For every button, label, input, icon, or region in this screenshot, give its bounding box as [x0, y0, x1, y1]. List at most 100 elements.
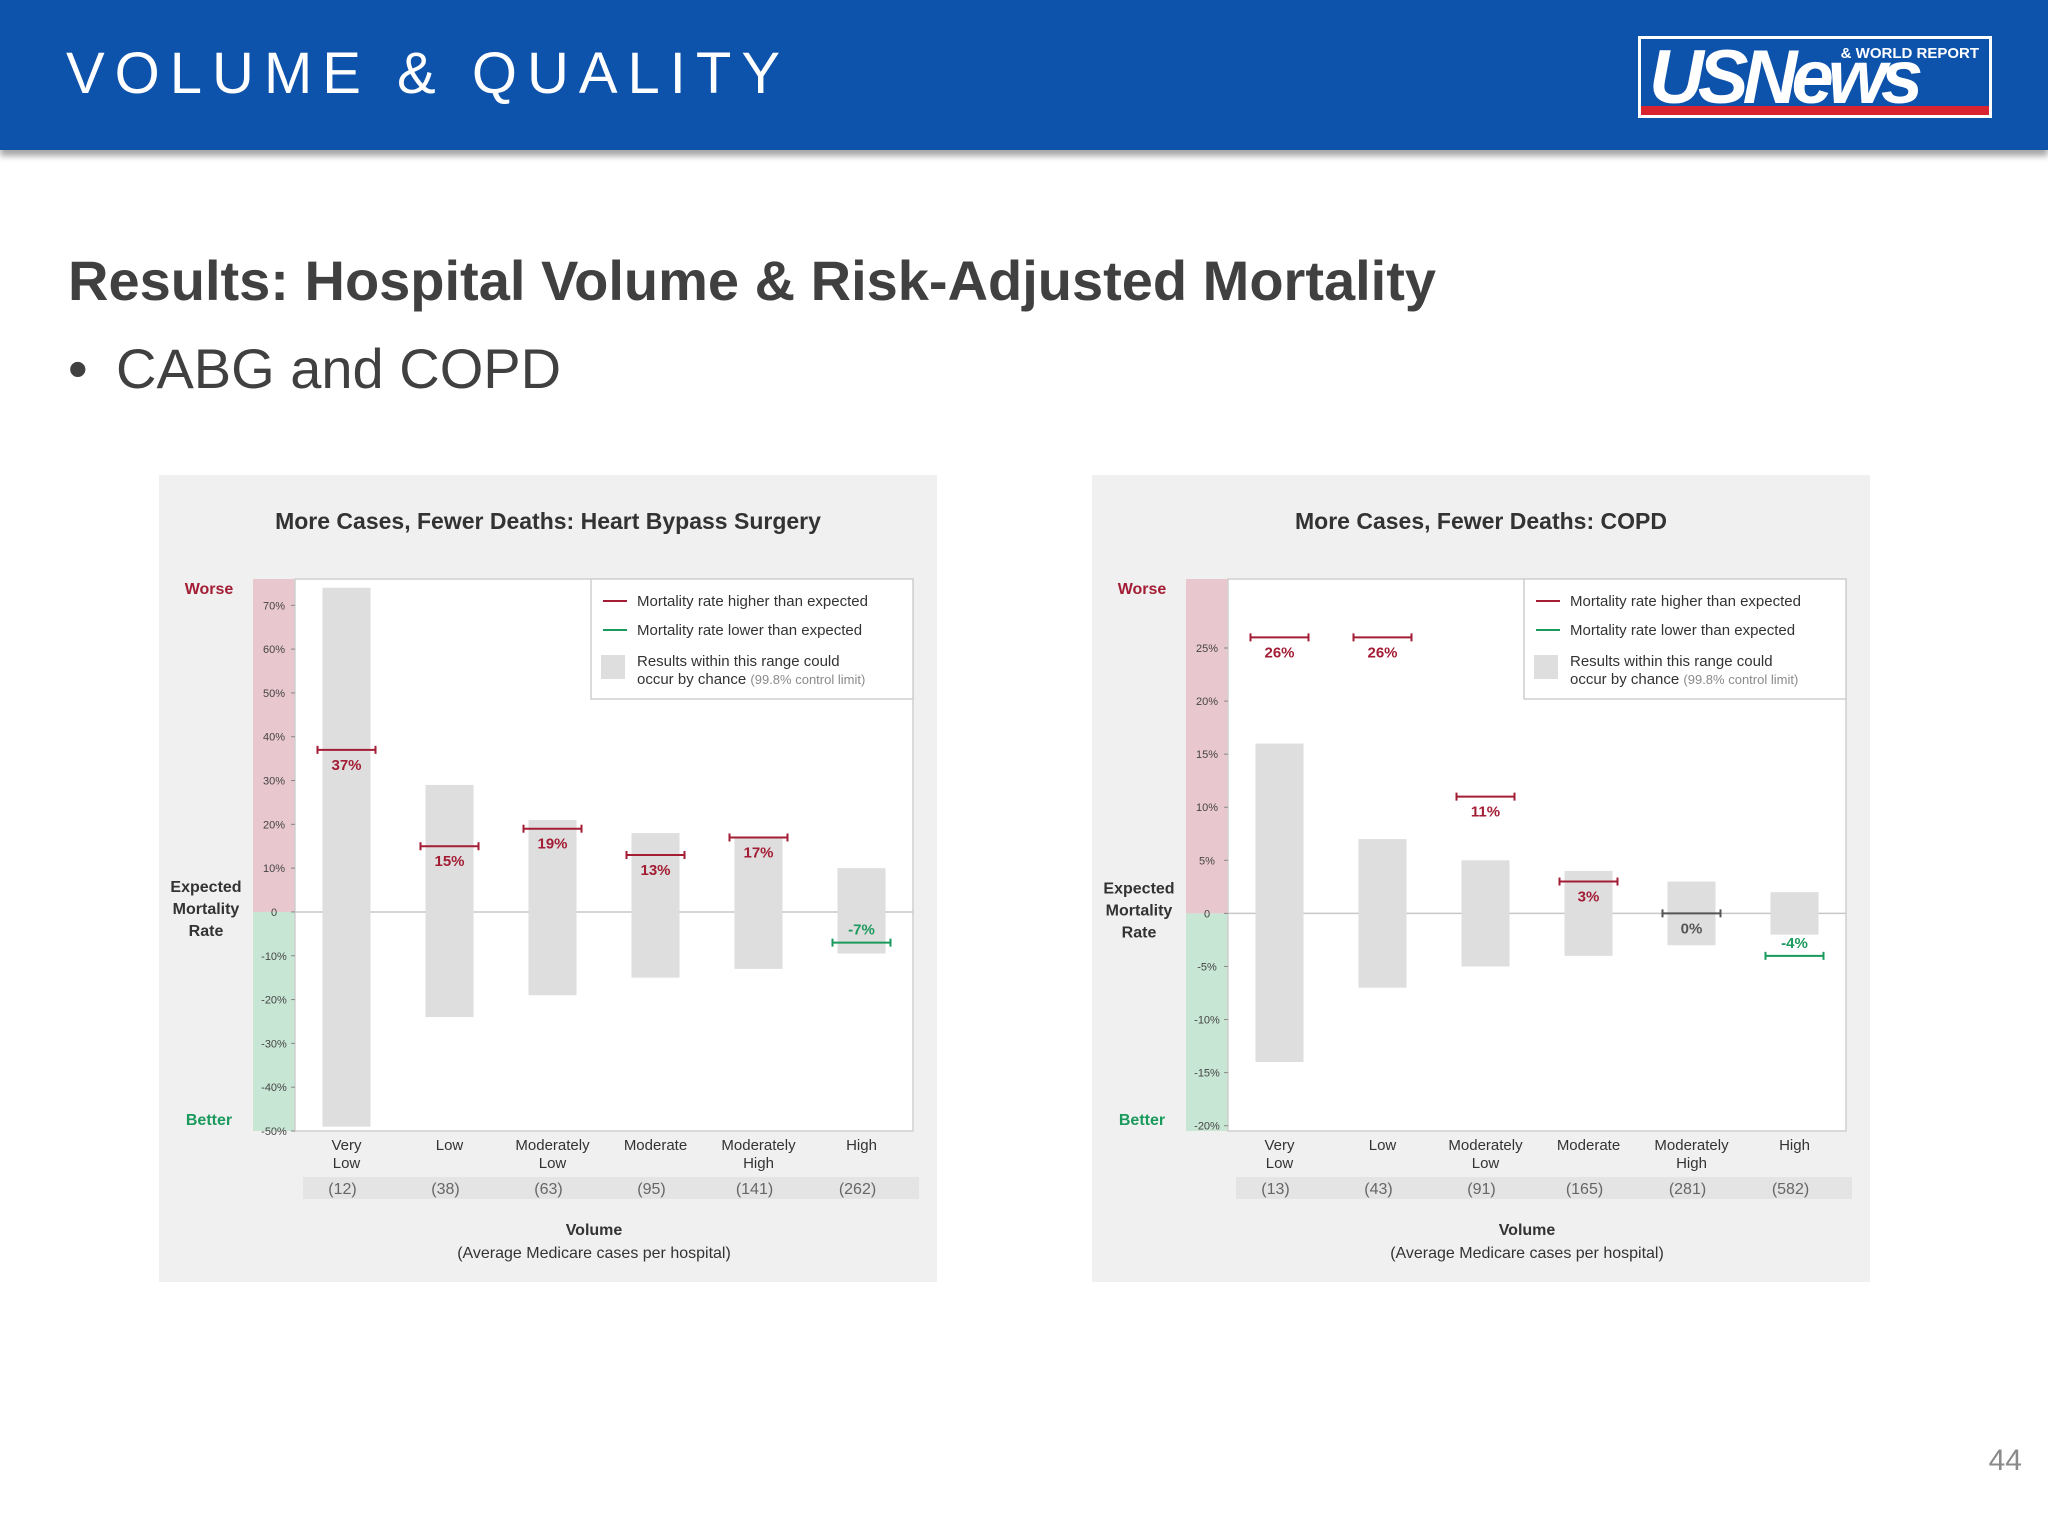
- y-tick-label: 0: [1204, 908, 1210, 920]
- worse-label: Worse: [1118, 581, 1167, 598]
- category-label: Low: [436, 1137, 464, 1154]
- category-label: High: [743, 1155, 774, 1172]
- logo-subtitle: & WORLD REPORT: [1840, 45, 1979, 62]
- page-number: 44: [1988, 1444, 2022, 1477]
- case-count: (262): [839, 1181, 876, 1198]
- legend-box: [1523, 578, 1847, 700]
- category-label: Very: [331, 1137, 362, 1154]
- data-label: 13%: [640, 862, 670, 879]
- control-range-bar: [322, 587, 371, 1127]
- header-bar: VOLUME & QUALITY USNews & WORLD REPORT: [0, 0, 2048, 150]
- y-tick-label: 15%: [1196, 749, 1218, 761]
- y-tick-label: -20%: [261, 995, 287, 1007]
- bullet-text: CABG and COPD: [116, 337, 562, 400]
- logo-red-stripe: [1641, 106, 1989, 115]
- bullet-marker: •: [68, 337, 88, 400]
- data-label: 19%: [537, 836, 567, 853]
- worse-band: [253, 579, 295, 912]
- category-label: High: [1676, 1155, 1707, 1172]
- data-label: 3%: [1578, 889, 1600, 906]
- category-label: Moderately: [721, 1137, 796, 1154]
- legend-range-label-2: occur by chance (99.8% control limit): [1570, 671, 1798, 688]
- category-label: Low: [1472, 1155, 1500, 1172]
- legend-range-label: Results within this range could: [1570, 653, 1773, 670]
- legend-range-note: (99.8% control limit): [1683, 672, 1798, 687]
- case-count: (43): [1364, 1181, 1392, 1198]
- data-label: 11%: [1471, 804, 1500, 821]
- category-label: High: [846, 1137, 877, 1154]
- y-tick-label: -50%: [261, 1126, 287, 1138]
- legend-range-label-2: occur by chance (99.8% control limit): [637, 671, 865, 688]
- data-label: 26%: [1264, 644, 1294, 661]
- legend-range-swatch: [601, 655, 625, 679]
- x-axis-sublabel: (Average Medicare cases per hospital): [1390, 1245, 1664, 1262]
- slide-title: Results: Hospital Volume & Risk-Adjusted…: [68, 249, 1437, 312]
- case-count: (12): [328, 1181, 356, 1198]
- category-label: Moderate: [1557, 1137, 1620, 1154]
- y-tick-label: -10%: [261, 951, 287, 963]
- control-range-bar: [1255, 743, 1304, 1062]
- count-strip: [1236, 1177, 1852, 1199]
- case-count: (141): [736, 1181, 773, 1198]
- category-label: Moderately: [515, 1137, 590, 1154]
- control-range-bar: [631, 833, 680, 978]
- y-tick-label: -20%: [1194, 1121, 1220, 1133]
- worse-band: [1186, 579, 1228, 914]
- case-count: (91): [1467, 1181, 1495, 1198]
- usnews-logo: USNews & WORLD REPORT: [1638, 36, 1992, 118]
- data-label: 26%: [1367, 644, 1397, 661]
- y-tick-label: 70%: [263, 600, 285, 612]
- chart-cabg: More Cases, Fewer Deaths: Heart Bypass S…: [170, 508, 919, 1262]
- control-range-bar: [734, 837, 783, 969]
- y-tick-label: -40%: [261, 1082, 287, 1094]
- chart-title: More Cases, Fewer Deaths: COPD: [1295, 508, 1667, 534]
- better-label: Better: [186, 1112, 232, 1129]
- y-tick-label: 30%: [263, 776, 285, 788]
- legend-higher-label: Mortality rate higher than expected: [1570, 593, 1801, 610]
- data-label: 37%: [331, 757, 361, 774]
- case-count: (281): [1669, 1181, 1706, 1198]
- y-tick-label: 50%: [263, 688, 285, 700]
- data-label: -4%: [1781, 935, 1808, 952]
- legend-lower-label: Mortality rate lower than expected: [637, 622, 862, 639]
- control-range-bar: [1358, 839, 1407, 988]
- legend-higher-label: Mortality rate higher than expected: [637, 593, 868, 610]
- legend-range-text: occur by chance: [637, 671, 750, 688]
- case-count: (63): [534, 1181, 562, 1198]
- better-band: [1186, 913, 1228, 1131]
- category-label: Low: [1369, 1137, 1397, 1154]
- y-tick-label: 60%: [263, 644, 285, 656]
- chart-panel-copd: More Cases, Fewer Deaths: COPD Worse Bette…: [1092, 475, 1870, 1282]
- category-label: Low: [333, 1155, 361, 1172]
- legend-range-label: Results within this range could: [637, 653, 840, 670]
- chart-panel-cabg: More Cases, Fewer Deaths: Heart Bypass S…: [159, 475, 937, 1282]
- y-tick-label: -10%: [1194, 1015, 1220, 1027]
- y-tick-label: -5%: [1197, 961, 1217, 973]
- legend-lower-label: Mortality rate lower than expected: [1570, 622, 1795, 639]
- chart-copd: More Cases, Fewer Deaths: COPD Worse Bette…: [1103, 508, 1852, 1262]
- bullet-item: • CABG and COPD: [68, 336, 561, 401]
- category-label: Low: [539, 1155, 567, 1172]
- y-tick-label: 20%: [263, 819, 285, 831]
- ylabel-line: Rate: [1122, 924, 1157, 941]
- case-count: (95): [637, 1181, 665, 1198]
- case-count: (38): [431, 1181, 459, 1198]
- y-tick-label: 20%: [1196, 696, 1218, 708]
- ylabel-line: Expected: [170, 879, 241, 896]
- case-count: (13): [1261, 1181, 1289, 1198]
- better-label: Better: [1119, 1112, 1165, 1129]
- control-range-bar: [1461, 860, 1510, 967]
- x-axis-label: Volume: [566, 1222, 623, 1239]
- ylabel-line: Mortality: [1106, 902, 1173, 919]
- y-tick-label: 5%: [1199, 855, 1215, 867]
- x-axis-label: Volume: [1499, 1222, 1556, 1239]
- x-axis-sublabel: (Average Medicare cases per hospital): [457, 1245, 731, 1262]
- category-label: Low: [1266, 1155, 1294, 1172]
- case-count: (582): [1772, 1181, 1809, 1198]
- ylabel-line: Mortality: [173, 901, 240, 918]
- y-tick-label: 0: [271, 907, 277, 919]
- y-tick-label: 10%: [263, 863, 285, 875]
- legend-range-swatch: [1534, 655, 1558, 679]
- logo-wordmark: USNews: [1649, 36, 1923, 118]
- y-tick-label: 40%: [263, 732, 285, 744]
